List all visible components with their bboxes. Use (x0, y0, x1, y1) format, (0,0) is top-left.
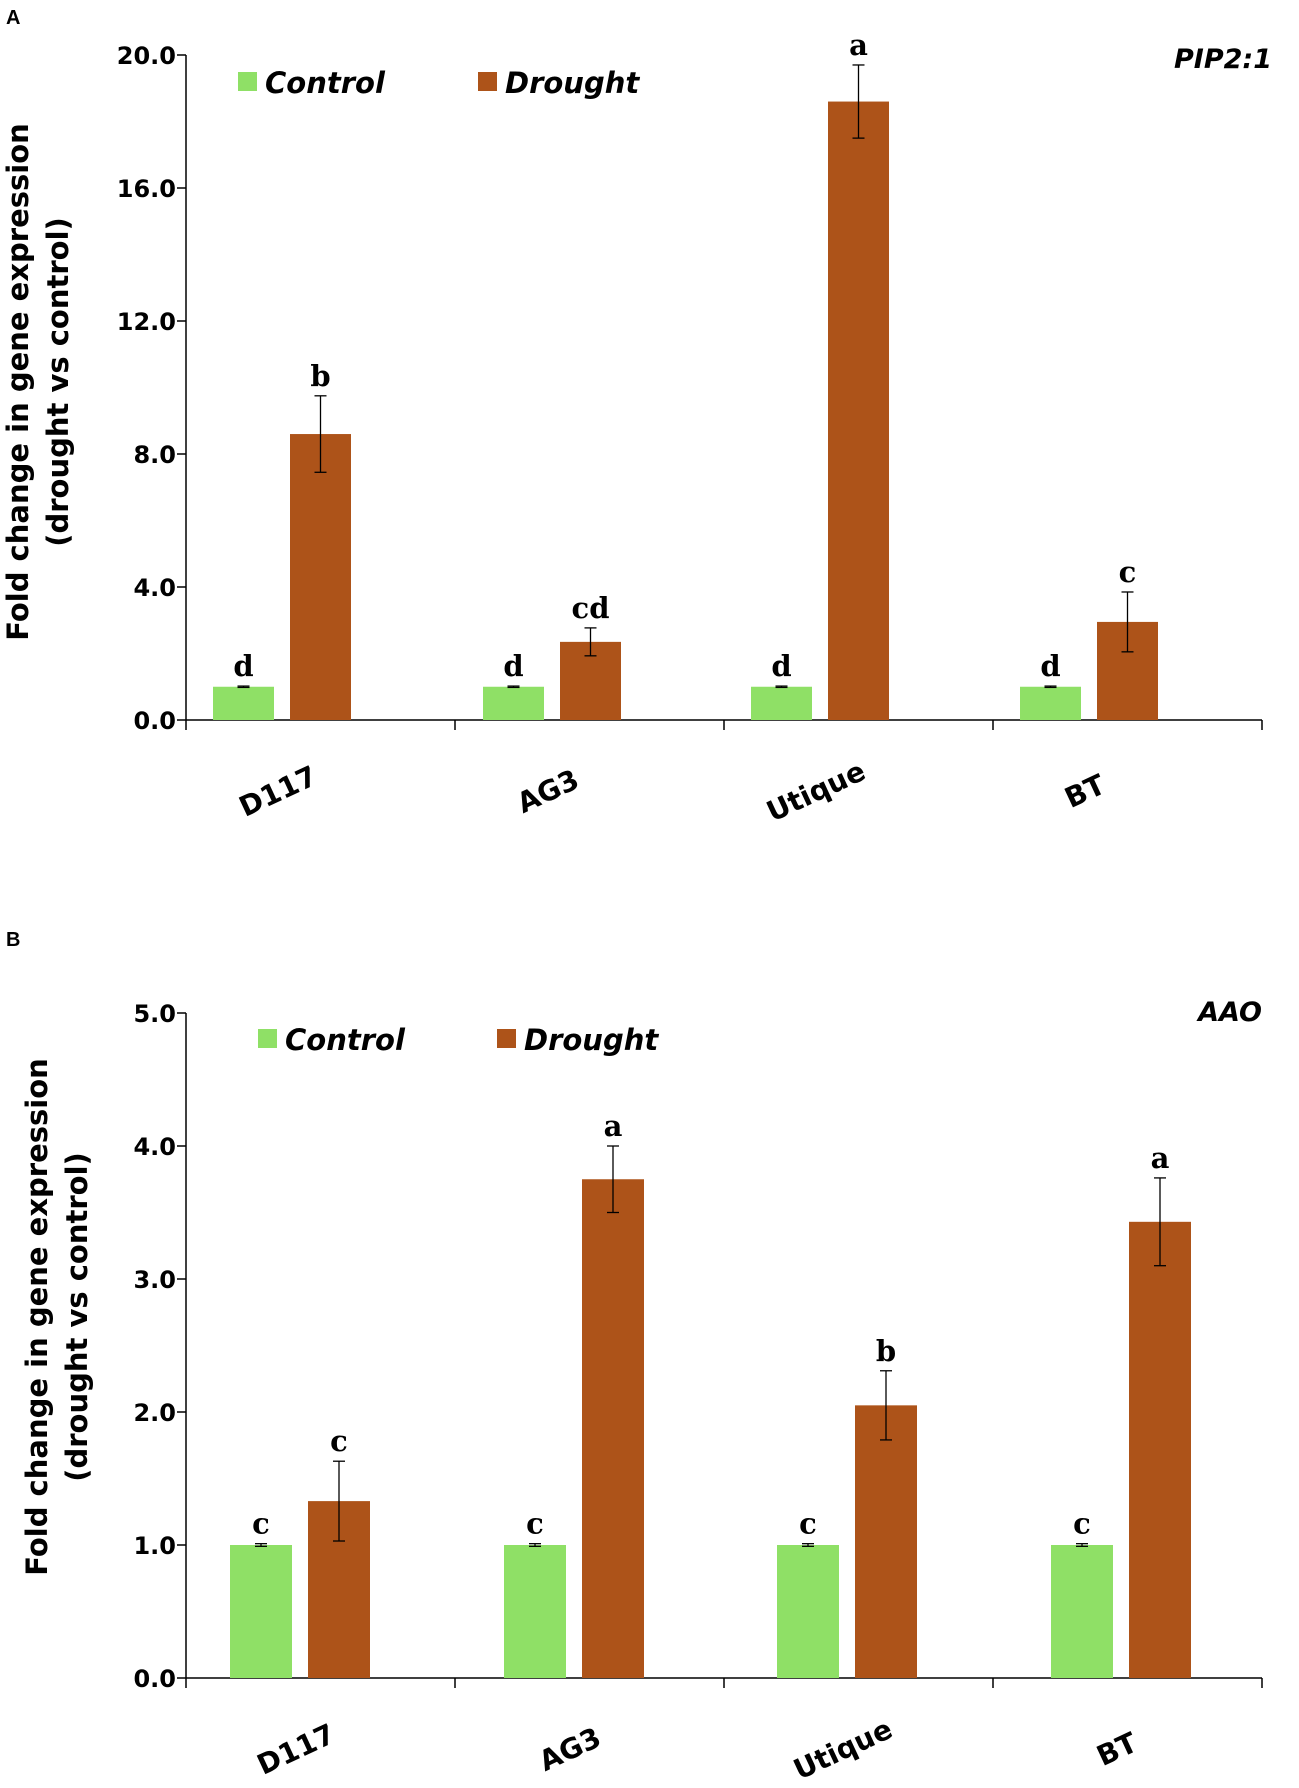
legend-label-drought: Drought (524, 1023, 659, 1057)
significance-letter: b (310, 359, 330, 393)
significance-letter: c (1073, 1507, 1091, 1541)
y-tick-label: 8.0 (133, 441, 176, 469)
y-axis-label-line-2: (drought vs control) (60, 1152, 94, 1482)
x-category-label: AG3 (534, 1721, 606, 1778)
bar-control-utique (751, 686, 812, 720)
y-tick-label: 4.0 (133, 574, 176, 602)
significance-letter: c (1119, 555, 1137, 589)
x-category-label: D117 (234, 759, 322, 823)
bar-control-utique (777, 1545, 839, 1678)
x-category-label: BT (1092, 1726, 1143, 1773)
significance-letter: b (876, 1334, 896, 1368)
panel-b-chart: B Fold change in gene expression (drough… (6, 929, 1263, 1786)
y-tick-label: 2.0 (133, 1399, 176, 1427)
legend-swatch-drought (497, 1029, 516, 1048)
significance-letter: c (330, 1424, 348, 1458)
significance-letter: c (526, 1507, 544, 1541)
panel-a-chart: A Fold change in gene expression (drough… (1, 7, 1272, 828)
bar-drought-utique (855, 1405, 917, 1678)
y-axis-label-line-2: (drought vs control) (41, 217, 75, 547)
y-tick-label: 12.0 (117, 308, 176, 336)
legend-label-control: Control (285, 1023, 406, 1057)
y-axis-label-line-1: Fold change in gene expression (1, 123, 35, 641)
bar-control-d117 (213, 686, 274, 720)
significance-letter: d (233, 649, 253, 683)
y-tick-label: 4.0 (133, 1133, 176, 1161)
bar-control-d117 (230, 1545, 292, 1678)
significance-letter: d (771, 649, 791, 683)
bar-control-bt (1020, 686, 1081, 720)
bar-drought-utique (828, 101, 889, 721)
plot-marks: 0.04.08.012.016.020.0dbD117dcdAG3daUtiqu… (117, 28, 1263, 828)
panel-label: B (6, 929, 20, 951)
significance-letter: d (503, 649, 523, 683)
significance-letter: c (252, 1507, 270, 1541)
bar-drought-ag3 (582, 1179, 644, 1678)
x-category-label: AG3 (512, 763, 584, 820)
legend-swatch-control (238, 72, 257, 91)
bar-control-ag3 (504, 1545, 566, 1678)
panel-label: A (6, 7, 20, 29)
legend-swatch-drought (478, 72, 497, 91)
bar-drought-bt (1129, 1221, 1191, 1678)
y-axis-label-line-1: Fold change in gene expression (20, 1058, 54, 1576)
gene-name-label: AAO (1196, 997, 1262, 1028)
x-category-label: Utique (762, 754, 871, 828)
significance-letter: d (1040, 649, 1060, 683)
x-category-label: D117 (252, 1717, 340, 1781)
bar-drought-d117 (290, 434, 351, 720)
y-tick-label: 3.0 (133, 1266, 176, 1294)
legend-label-drought: Drought (505, 66, 640, 100)
legend-label-control: Control (265, 66, 386, 100)
y-tick-label: 16.0 (117, 175, 176, 203)
y-tick-label: 20.0 (117, 42, 176, 70)
plot-marks: 0.0 1.0 2.0 3.0 4.0 5.0 c c D117 c a AG3 c b Utique c a B… (133, 1000, 1263, 1786)
x-category-label: BT (1060, 768, 1111, 815)
y-tick-label: 1.0 (133, 1532, 176, 1560)
bar-control-bt (1051, 1545, 1113, 1678)
gene-name-label: PIP2:1 (1174, 44, 1272, 75)
legend-swatch-control (258, 1029, 277, 1048)
significance-letter: a (604, 1109, 623, 1143)
significance-letter: cd (572, 591, 610, 625)
significance-letter: a (849, 28, 868, 62)
y-tick-label: 5.0 (133, 1000, 176, 1028)
y-tick-label: 0.0 (133, 1665, 176, 1693)
y-tick-label: 0.0 (133, 707, 176, 735)
x-category-label: Utique (789, 1712, 898, 1786)
significance-letter: a (1151, 1141, 1170, 1175)
significance-letter: c (799, 1507, 817, 1541)
bar-control-ag3 (483, 686, 544, 720)
